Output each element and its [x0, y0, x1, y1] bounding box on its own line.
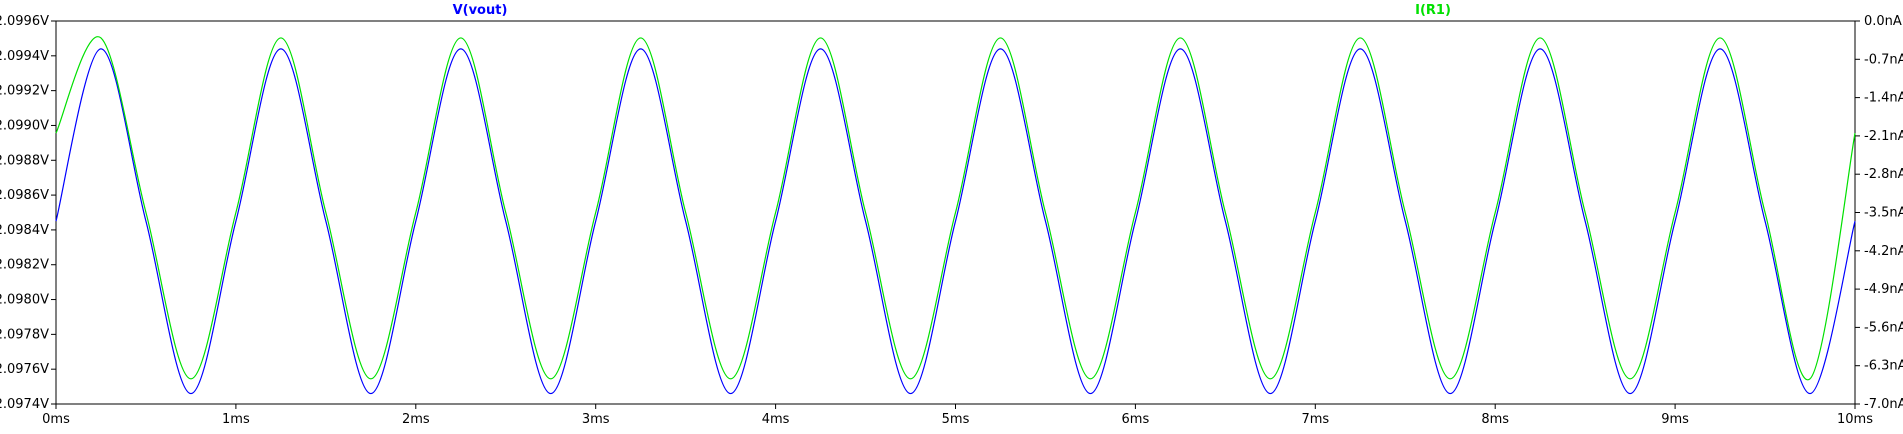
y-left-tick-label: 2.0980V — [0, 293, 49, 308]
y-right-tick-label: -2.8nA — [1864, 167, 1903, 182]
x-tick-label: 9ms — [1661, 412, 1689, 427]
x-tick-label: 2ms — [402, 412, 430, 427]
y-right-tick-label: -4.9nA — [1864, 282, 1903, 297]
legend-i-r1[interactable]: I(R1) — [1415, 3, 1451, 18]
y-left-tick-label: 2.0974V — [0, 397, 49, 412]
y-left-tick-label: 2.0984V — [0, 223, 49, 238]
x-tick-label: 4ms — [762, 412, 790, 427]
x-tick-label: 6ms — [1122, 412, 1150, 427]
y-left-tick-label: 2.0978V — [0, 327, 49, 342]
y-left-tick-label: 2.0990V — [0, 118, 49, 133]
legend-group: V(vout) I(R1) — [453, 3, 1451, 18]
y-right-tick-label: -4.2nA — [1864, 244, 1903, 259]
x-tick-label: 3ms — [582, 412, 610, 427]
y-left-tick-label: 2.0988V — [0, 153, 49, 168]
y-right-tick-label: -6.3nA — [1864, 359, 1903, 374]
y-right-tick-label: -5.6nA — [1864, 320, 1903, 335]
x-tick-label: 1ms — [222, 412, 250, 427]
trace-i-r1 — [55, 36, 1856, 381]
y-right-tick-label: 0.0nA — [1864, 14, 1902, 29]
y-right-tick-label: -7.0nA — [1864, 397, 1903, 412]
x-tick-label: 5ms — [942, 412, 970, 427]
y-right-tick-label: -1.4nA — [1864, 91, 1903, 106]
traces-group — [55, 36, 1856, 395]
y-right-tick-label: -0.7nA — [1864, 52, 1903, 67]
axes-group: 0ms 1ms 2ms 3ms 4ms 5ms 6ms 7ms 8ms 9ms 10ms 2.0996… — [0, 14, 1903, 427]
y-left-tick-label: 2.0996V — [0, 14, 49, 29]
x-tick-label: 7ms — [1301, 412, 1329, 427]
legend-v-vout[interactable]: V(vout) — [453, 3, 508, 18]
x-tick-label: 10ms — [1837, 412, 1873, 427]
y-left-tick-label: 2.0992V — [0, 84, 49, 99]
y-left-tick-label: 2.0976V — [0, 362, 49, 377]
trace-v-vout — [55, 48, 1856, 395]
x-tick-label: 8ms — [1481, 412, 1509, 427]
x-tick-label: 0ms — [42, 412, 70, 427]
y-left-tick-label: 2.0994V — [0, 49, 49, 64]
y-right-tick-label: -3.5nA — [1864, 206, 1903, 221]
y-left-tick-label: 2.0986V — [0, 188, 49, 203]
y-left-tick-label: 2.0982V — [0, 258, 49, 273]
y-right-tick-label: -2.1nA — [1864, 129, 1903, 144]
